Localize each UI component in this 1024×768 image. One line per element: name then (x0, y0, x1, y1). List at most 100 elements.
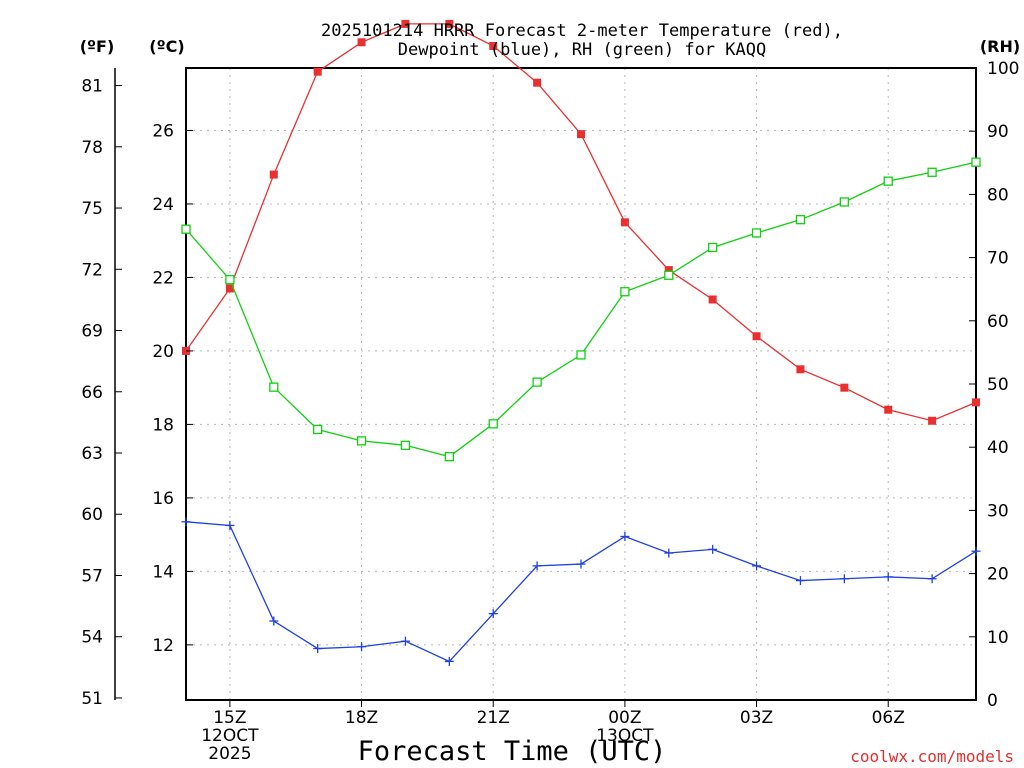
watermark: coolwx.com/models (850, 747, 1014, 766)
dewpoint-point (357, 642, 367, 652)
dewpoint-point (400, 636, 410, 646)
2-meter-temperature-point (445, 19, 454, 28)
rh-tick-label: 40 (987, 438, 1009, 458)
dewpoint-point (269, 616, 279, 626)
2-meter-temperature-point (620, 218, 629, 227)
rh-line (185, 161, 977, 458)
2-meter-temperature-point (533, 78, 542, 87)
2-meter-temperature-point (225, 284, 234, 293)
dewpoint-point (971, 546, 981, 556)
rh-point (620, 287, 630, 297)
celsius-tick-label: 14 (152, 562, 174, 582)
rh-unit-label: (RH) (980, 37, 1020, 56)
rh-tick-label: 70 (987, 249, 1009, 269)
celsius-tick-label: 20 (152, 342, 174, 362)
celsius-tick-label: 26 (152, 121, 174, 141)
dewpoint-point (576, 559, 586, 569)
dewpoint-point (181, 517, 191, 527)
plot-frame (185, 67, 977, 701)
celsius-tick-label: 18 (152, 415, 174, 435)
grid-lines (186, 68, 976, 700)
dewpoint-point (795, 576, 805, 586)
x-tick-label: 06Z (872, 708, 905, 728)
2-meter-temperature-line (185, 23, 977, 422)
rh-point (313, 424, 323, 435)
dewpoint-line (185, 521, 977, 663)
rh-tick-label: 30 (987, 501, 1009, 521)
x-tick-label: 12OCT (201, 726, 259, 746)
rh-point (225, 275, 235, 285)
rh-point (927, 167, 937, 177)
rh-point (708, 242, 718, 253)
rh-tick-label: 50 (987, 375, 1009, 395)
x-tick-label: 18Z (345, 708, 378, 728)
fahrenheit-tick-label: 57 (81, 566, 103, 586)
2-meter-temperature-point (884, 405, 893, 414)
fahrenheit-unit-label: (ºF) (80, 37, 115, 56)
2-meter-temperature-point (972, 398, 980, 407)
dewpoint-point (927, 574, 937, 584)
x-tick-label: 13OCT (596, 726, 654, 746)
2-meter-temperature-point (577, 130, 585, 139)
x-tick-label: 15Z (213, 708, 246, 728)
fahrenheit-tick-label: 60 (81, 505, 103, 525)
fahrenheit-tick-label: 54 (81, 628, 103, 648)
2-meter-temperature-point (708, 295, 717, 304)
2-meter-temperature-point (357, 38, 366, 47)
celsius-tick-label: 16 (152, 489, 174, 509)
rh-point (356, 436, 367, 446)
rh-point (444, 452, 454, 462)
rh-tick-label: 90 (987, 122, 1009, 142)
axis-labels: 12 14 16 18 20 22 24 26 51 54 57 60 63 66 69 72 75 78 81 0 1… (81, 59, 1019, 764)
dewpoint-point (225, 520, 235, 530)
dewpoint-point (752, 561, 762, 571)
fahrenheit-tick-label: 81 (81, 77, 103, 97)
dewpoint-point (444, 656, 454, 666)
rh-point (751, 228, 762, 238)
rh-point (488, 419, 498, 429)
x-tick-label: 21Z (477, 708, 510, 728)
2-meter-temperature-point (489, 41, 498, 50)
fahrenheit-tick-label: 78 (81, 138, 103, 158)
dewpoint-point (664, 548, 674, 558)
x-tick-label: 03Z (740, 708, 773, 728)
fahrenheit-tick-label: 72 (81, 260, 103, 280)
celsius-tick-label: 22 (152, 268, 174, 288)
2-meter-temperature-point (401, 19, 410, 28)
series-layer (181, 19, 981, 666)
2-meter-temperature-point (840, 383, 849, 392)
dewpoint-point (620, 531, 630, 541)
chart-title-line-1: 2025101214 HRRR Forecast 2-meter Tempera… (321, 21, 843, 41)
chart-title-line-2: Dewpoint (blue), RH (green) for KAQQ (398, 40, 766, 60)
rh-point (400, 440, 411, 450)
dewpoint-point (839, 574, 849, 584)
fahrenheit-tick-label: 63 (81, 444, 103, 464)
rh-point (971, 157, 981, 167)
rh-point (269, 382, 279, 392)
rh-tick-label: 80 (987, 185, 1009, 205)
celsius-unit-label: (ºC) (149, 37, 184, 56)
fahrenheit-tick-label: 69 (81, 322, 103, 342)
dewpoint-point (708, 544, 718, 554)
rh-point (795, 215, 806, 225)
dewpoint-point (532, 561, 542, 571)
2-meter-temperature-point (752, 332, 761, 341)
dewpoint-point (488, 609, 498, 619)
rh-tick-label: 60 (987, 312, 1009, 332)
rh-tick-label: 20 (987, 565, 1009, 585)
fahrenheit-tick-label: 66 (81, 383, 103, 403)
2-meter-temperature-point (664, 266, 673, 275)
rh-tick-label: 0 (987, 691, 998, 711)
rh-point (839, 197, 849, 207)
rh-point (181, 224, 191, 234)
2-meter-temperature-point (796, 365, 805, 374)
fahrenheit-tick-label: 75 (81, 199, 103, 219)
2-meter-temperature-point (269, 170, 278, 179)
x-axis-title: Forecast Time (UTC) (358, 736, 667, 767)
2-meter-temperature-point (928, 416, 937, 425)
dewpoint-point (883, 572, 893, 582)
2-meter-temperature-point (313, 67, 322, 76)
rh-point (883, 176, 893, 186)
rh-point (576, 350, 586, 360)
